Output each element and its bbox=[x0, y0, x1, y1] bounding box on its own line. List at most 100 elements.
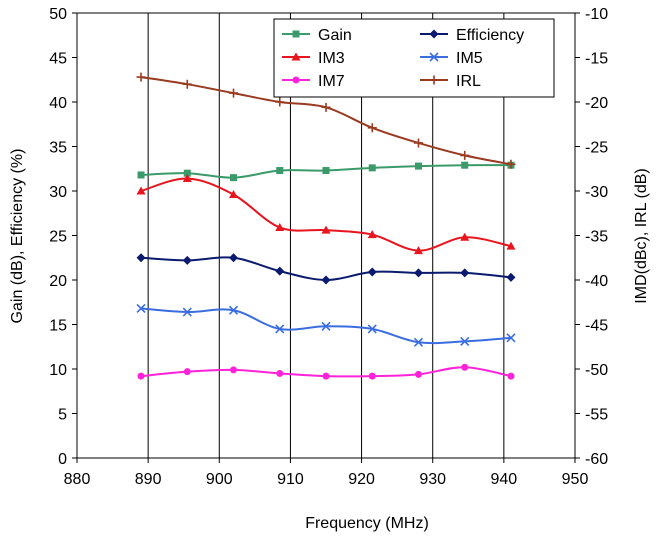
legend-marker bbox=[429, 75, 439, 85]
data-point-im7 bbox=[183, 368, 191, 376]
data-point-gain bbox=[322, 167, 330, 175]
y-right-tick-label: -30 bbox=[585, 184, 608, 201]
data-point-im5 bbox=[275, 324, 285, 334]
data-point-irl bbox=[413, 138, 423, 148]
data-point-irl bbox=[506, 159, 516, 169]
y-left-tick-label: 0 bbox=[58, 451, 67, 468]
data-point-gain bbox=[276, 167, 284, 175]
data-point-efficiency bbox=[413, 268, 423, 278]
legend: Gain Efficiency IM3 IM5 IM7 IRL bbox=[273, 18, 555, 98]
data-point-irl bbox=[367, 123, 377, 133]
data-point-gain bbox=[461, 161, 469, 169]
data-point-im5 bbox=[506, 333, 516, 343]
data-point-gain bbox=[414, 162, 422, 170]
data-point-im7 bbox=[230, 366, 238, 374]
y-left-tick-label: 30 bbox=[49, 184, 67, 201]
y-right-tick-label: -45 bbox=[585, 318, 608, 335]
data-point-gain bbox=[183, 169, 191, 177]
series-im3 bbox=[136, 174, 516, 255]
series-line-im3 bbox=[140, 177, 512, 252]
data-point-efficiency bbox=[275, 266, 285, 276]
legend-marker bbox=[429, 52, 439, 62]
y-axis-left-title: Gain (dB), Efficiency (%) bbox=[9, 149, 26, 324]
y-left-tick-label: 20 bbox=[49, 273, 67, 290]
data-point-im5 bbox=[367, 324, 377, 334]
x-tick-label: 920 bbox=[348, 471, 375, 488]
data-point-efficiency bbox=[229, 253, 239, 263]
series-im7 bbox=[137, 363, 515, 380]
x-tick-label: 890 bbox=[135, 471, 162, 488]
x-tick-label: 950 bbox=[562, 471, 589, 488]
y-right-tick-label: -50 bbox=[585, 362, 608, 379]
data-point-im5 bbox=[413, 337, 424, 347]
data-point-im3 bbox=[275, 222, 285, 231]
y-left-tick-label: 40 bbox=[49, 95, 67, 112]
data-point-efficiency bbox=[506, 272, 516, 282]
data-point-irl bbox=[136, 72, 146, 82]
data-point-efficiency bbox=[182, 255, 192, 265]
data-point-im5 bbox=[182, 307, 192, 317]
legend-item-im5: IM5 bbox=[420, 50, 483, 67]
y-right-tick-label: -20 bbox=[585, 95, 608, 112]
data-point-im5 bbox=[321, 321, 331, 331]
data-point-efficiency bbox=[136, 253, 146, 263]
y-left-tick-label: 50 bbox=[49, 6, 67, 23]
y-right-tick-label: -15 bbox=[585, 51, 608, 68]
data-point-im7 bbox=[461, 363, 469, 371]
series-efficiency bbox=[136, 253, 516, 285]
data-point-im7 bbox=[322, 372, 330, 380]
x-tick-label: 880 bbox=[64, 471, 91, 488]
legend-marker bbox=[292, 30, 300, 38]
legend-label: IM3 bbox=[318, 50, 345, 67]
x-tick-label: 940 bbox=[491, 471, 518, 488]
legend-item-gain: Gain bbox=[282, 27, 352, 44]
y-axis-right-title: IMD(dBc), IRL (dB) bbox=[633, 168, 650, 303]
data-point-im7 bbox=[414, 370, 422, 378]
data-point-im3 bbox=[182, 174, 192, 183]
data-point-efficiency bbox=[460, 268, 470, 278]
legend-label: Efficiency bbox=[456, 27, 524, 44]
data-point-im3 bbox=[413, 246, 423, 255]
legend-marker bbox=[291, 52, 301, 61]
legend-label: IRL bbox=[456, 73, 481, 90]
axes bbox=[72, 12, 580, 463]
data-point-im3 bbox=[229, 190, 239, 199]
legend-item-im3: IM3 bbox=[282, 50, 345, 67]
data-point-im7 bbox=[507, 372, 515, 380]
data-point-irl bbox=[182, 79, 192, 89]
data-point-irl bbox=[229, 88, 239, 98]
data-point-efficiency bbox=[367, 267, 377, 277]
data-point-im3 bbox=[367, 230, 377, 239]
data-point-irl bbox=[321, 102, 331, 112]
data-point-im5 bbox=[136, 303, 146, 314]
y-right-tick-label: -55 bbox=[585, 407, 608, 424]
data-point-gain bbox=[230, 174, 238, 182]
series-irl bbox=[136, 72, 516, 169]
data-point-im5 bbox=[460, 336, 470, 346]
legend-item-irl: IRL bbox=[420, 73, 481, 90]
y-right-tick-label: -10 bbox=[585, 6, 608, 23]
series-layer bbox=[136, 72, 516, 380]
legend-item-im7: IM7 bbox=[282, 73, 345, 90]
data-point-irl bbox=[460, 150, 470, 160]
data-point-efficiency bbox=[321, 275, 331, 285]
x-tick-label: 900 bbox=[206, 471, 233, 488]
legend-marker bbox=[429, 29, 439, 39]
data-point-im3 bbox=[136, 186, 146, 195]
legend-label: IM5 bbox=[456, 50, 483, 67]
y-left-tick-label: 45 bbox=[49, 51, 67, 68]
y-left-tick-label: 5 bbox=[58, 407, 67, 424]
data-point-im7 bbox=[276, 369, 284, 377]
legend-box bbox=[273, 18, 555, 98]
legend-marker bbox=[292, 76, 300, 84]
legend-label: IM7 bbox=[318, 73, 345, 90]
data-point-gain bbox=[137, 171, 145, 179]
y-right-tick-label: -25 bbox=[585, 140, 608, 157]
series-im5 bbox=[136, 303, 516, 347]
data-point-im3 bbox=[321, 225, 331, 234]
x-tick-label: 930 bbox=[419, 471, 446, 488]
y-left-tick-label: 25 bbox=[49, 229, 67, 246]
y-left-tick-label: 15 bbox=[49, 318, 67, 335]
x-axis-title: Frequency (MHz) bbox=[305, 515, 429, 532]
